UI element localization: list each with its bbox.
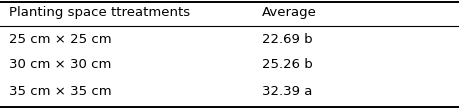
Text: Planting space ttreatments: Planting space ttreatments: [9, 6, 190, 19]
Text: 32.39 a: 32.39 a: [262, 85, 312, 98]
Text: 22.69 b: 22.69 b: [262, 33, 312, 46]
Text: 25.26 b: 25.26 b: [262, 58, 312, 71]
Text: 30 cm × 30 cm: 30 cm × 30 cm: [9, 58, 112, 71]
Text: 35 cm × 35 cm: 35 cm × 35 cm: [9, 85, 112, 98]
Text: Average: Average: [262, 6, 316, 19]
Text: 25 cm × 25 cm: 25 cm × 25 cm: [9, 33, 112, 46]
